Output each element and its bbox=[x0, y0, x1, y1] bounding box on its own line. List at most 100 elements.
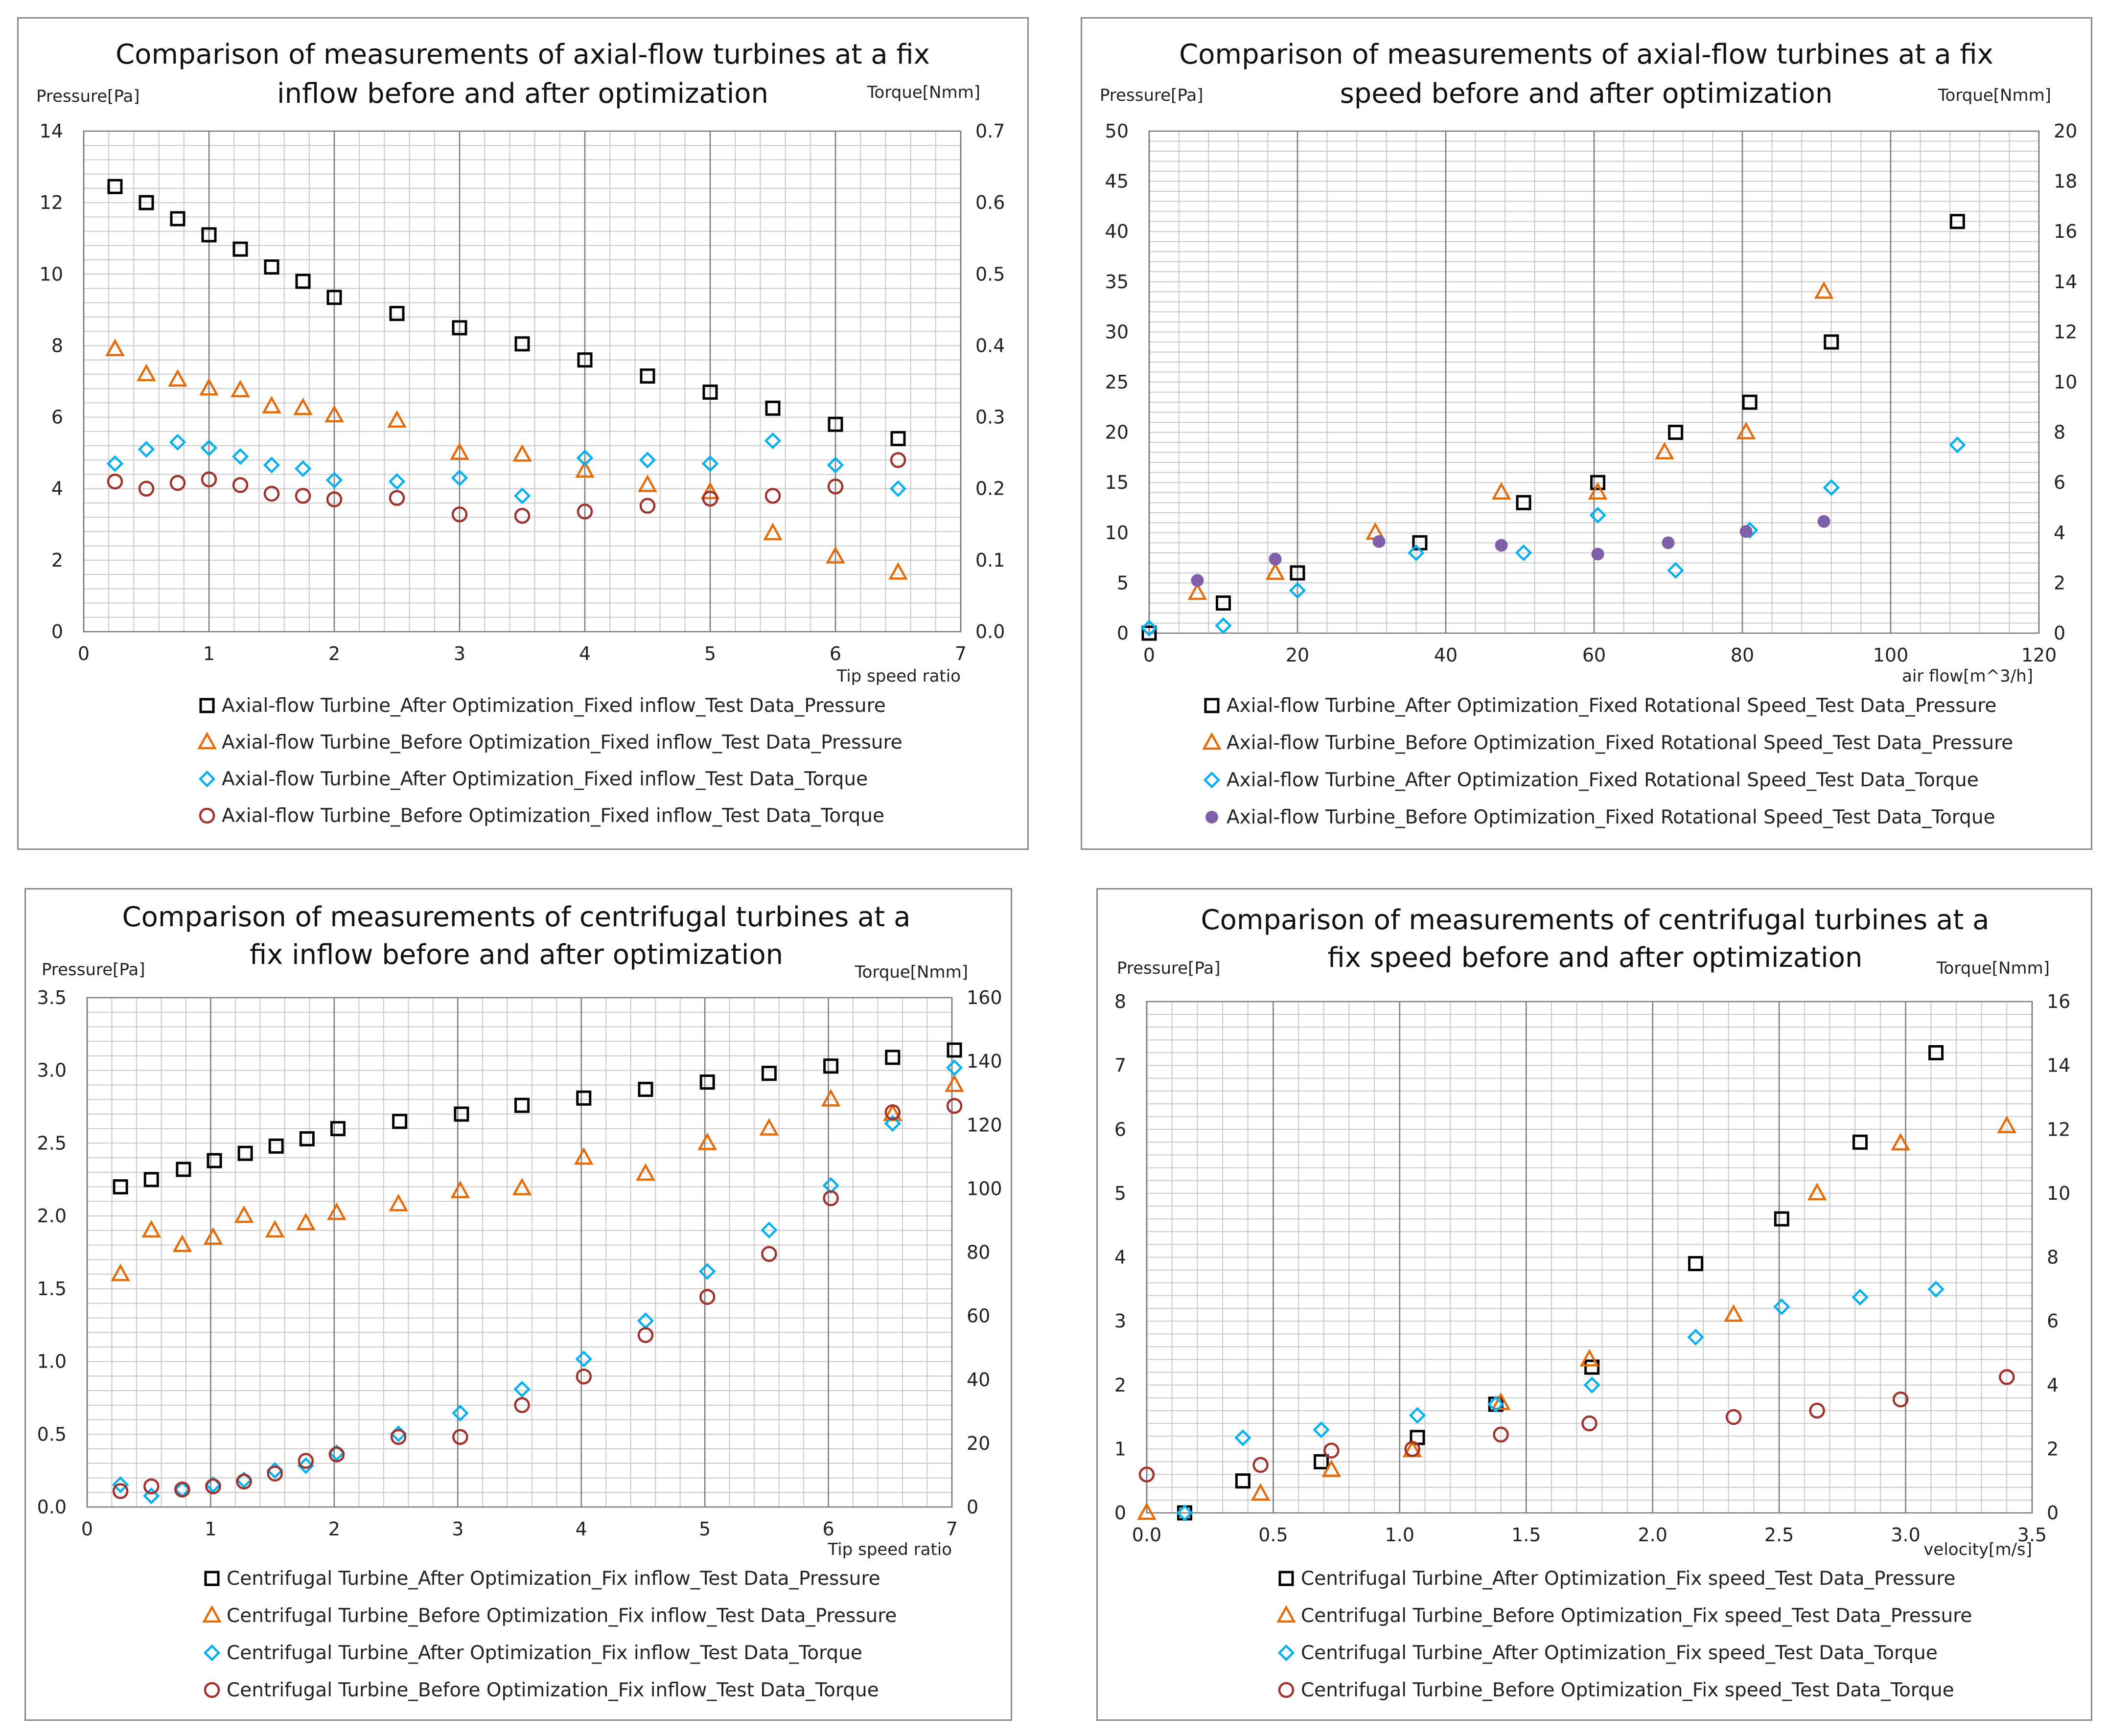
data-point-square bbox=[389, 306, 405, 321]
data-point-square bbox=[702, 384, 718, 400]
data-point-square bbox=[1516, 495, 1531, 510]
data-point-circle bbox=[702, 490, 718, 507]
data-point-square bbox=[823, 1058, 839, 1074]
data-point-triangle bbox=[324, 405, 344, 423]
data-point-diamond bbox=[701, 455, 719, 472]
y2-axis-label: Torque[Nmm] bbox=[855, 962, 968, 982]
y2-tick-label: 0.7 bbox=[975, 120, 1005, 142]
data-point-square bbox=[1314, 1454, 1329, 1469]
legend-marker-diamond bbox=[198, 770, 216, 788]
data-point-square bbox=[1824, 334, 1839, 350]
legend-label: Axial-flow Turbine_Before Optimization_F… bbox=[1227, 732, 2013, 754]
data-point-triangle bbox=[203, 1227, 223, 1245]
data-point-circle bbox=[263, 485, 280, 502]
y2-tick-label: 80 bbox=[967, 1242, 990, 1263]
data-point-diamond bbox=[1234, 1429, 1251, 1446]
x-tick-label: 3 bbox=[452, 1518, 463, 1540]
data-point-circle bbox=[1999, 1369, 2015, 1385]
data-point-square bbox=[299, 1131, 315, 1147]
x-tick-label: 6 bbox=[830, 643, 841, 664]
data-point-triangle bbox=[1265, 562, 1285, 580]
y-tick-label: 0 bbox=[1117, 622, 1129, 644]
data-point-diamond bbox=[138, 441, 155, 458]
legend-label: Axial-flow Turbine_Before Optimization_F… bbox=[222, 731, 903, 754]
x-tick-label: 7 bbox=[955, 643, 967, 664]
data-point-circle bbox=[514, 1397, 530, 1414]
data-point-diamond bbox=[388, 473, 406, 490]
data-point-diamond bbox=[143, 1487, 160, 1505]
y2-tick-label: 0.1 bbox=[975, 549, 1005, 571]
y-tick-label: 25 bbox=[1105, 371, 1129, 393]
legend-marker-circle bbox=[204, 1682, 220, 1698]
data-point-diamond bbox=[513, 487, 531, 504]
data-point-triangle bbox=[327, 1202, 347, 1220]
data-point-triangle bbox=[168, 369, 187, 387]
y2-tick-label: 40 bbox=[967, 1369, 990, 1391]
data-point-triangle bbox=[1807, 1183, 1827, 1201]
x-tick-label: 2.0 bbox=[1638, 1524, 1667, 1546]
legend-label: Centrifugal Turbine_Before Optimization_… bbox=[227, 1605, 897, 1627]
series-square bbox=[107, 179, 906, 446]
data-point-circle bbox=[1493, 1426, 1509, 1443]
data-point-square bbox=[295, 274, 311, 289]
data-point-square bbox=[1235, 1473, 1250, 1489]
x-tick-label: 4 bbox=[576, 1518, 587, 1540]
data-point-diamond bbox=[699, 1263, 716, 1280]
y-tick-label: 7 bbox=[1114, 1055, 1126, 1076]
x-tick-label: 1 bbox=[203, 643, 215, 664]
x-tick-label: 5 bbox=[704, 643, 716, 664]
data-point-circle bbox=[823, 1190, 839, 1207]
data-point-diamond bbox=[1589, 506, 1606, 524]
y-tick-label: 50 bbox=[1105, 120, 1129, 142]
data-point-diamond bbox=[1687, 1328, 1704, 1346]
data-point-triangle bbox=[1250, 1483, 1271, 1501]
data-point-triangle bbox=[1814, 281, 1834, 299]
legend-marker-triangle bbox=[1202, 732, 1222, 750]
series-triangle bbox=[1187, 281, 1834, 600]
chart-title-line-2: inflow before and after optimization bbox=[277, 78, 768, 110]
x-tick-label: 2.5 bbox=[1764, 1524, 1794, 1546]
x-tick-label: 0.0 bbox=[1132, 1524, 1161, 1546]
data-point-square bbox=[113, 1179, 128, 1195]
plot-area-border bbox=[86, 997, 953, 1508]
data-point-triangle bbox=[293, 397, 313, 415]
y2-tick-label: 18 bbox=[2054, 171, 2077, 192]
legend-marker-diamond bbox=[1277, 1644, 1295, 1662]
y-tick-label: 0.5 bbox=[37, 1423, 67, 1445]
data-point-square bbox=[107, 179, 123, 194]
x-tick-label: 1 bbox=[205, 1518, 216, 1540]
y-tick-label: 1.5 bbox=[37, 1278, 67, 1300]
x-axis-label: air flow[m^3/h] bbox=[1902, 666, 2033, 686]
data-point-circle bbox=[946, 1097, 963, 1114]
x-axis-label: velocity[m/s] bbox=[1923, 1540, 2032, 1559]
data-point-diamond bbox=[452, 1404, 469, 1422]
y2-tick-label: 20 bbox=[2054, 120, 2077, 142]
y-tick-label: 6 bbox=[1114, 1119, 1126, 1140]
data-point-diamond bbox=[639, 452, 656, 469]
data-point-square bbox=[176, 1162, 191, 1177]
data-point-square bbox=[452, 320, 467, 336]
chart-title-line-1: Comparison of measurements of centrifuga… bbox=[122, 901, 911, 933]
y2-axis-label: Torque[Nmm] bbox=[1936, 959, 2050, 978]
y-tick-label: 4 bbox=[51, 478, 63, 500]
series-diamond bbox=[1176, 1280, 1944, 1522]
data-point-square bbox=[577, 352, 593, 368]
data-point-circle bbox=[267, 1465, 283, 1482]
series-triangle bbox=[105, 339, 908, 580]
data-point-diamond bbox=[451, 469, 468, 486]
legend-marker-square bbox=[199, 698, 215, 713]
data-point-circle bbox=[232, 477, 249, 493]
data-point-circle bbox=[451, 506, 468, 523]
legend-marker-square bbox=[204, 1571, 220, 1586]
data-point-square bbox=[514, 336, 530, 352]
series-circle bbox=[112, 1097, 963, 1499]
y-tick-label: 5 bbox=[1114, 1183, 1126, 1204]
x-axis-label: Tip speed ratio bbox=[836, 666, 961, 686]
chart-title-line-2: speed before and after optimization bbox=[1340, 78, 1833, 110]
legend-marker-triangle bbox=[202, 1605, 222, 1623]
data-point-circle bbox=[884, 1104, 901, 1120]
data-point-diamond bbox=[513, 1381, 531, 1398]
y2-tick-label: 140 bbox=[967, 1051, 1002, 1072]
data-point-diamond bbox=[884, 1115, 902, 1132]
data-point-diamond bbox=[1667, 562, 1684, 579]
